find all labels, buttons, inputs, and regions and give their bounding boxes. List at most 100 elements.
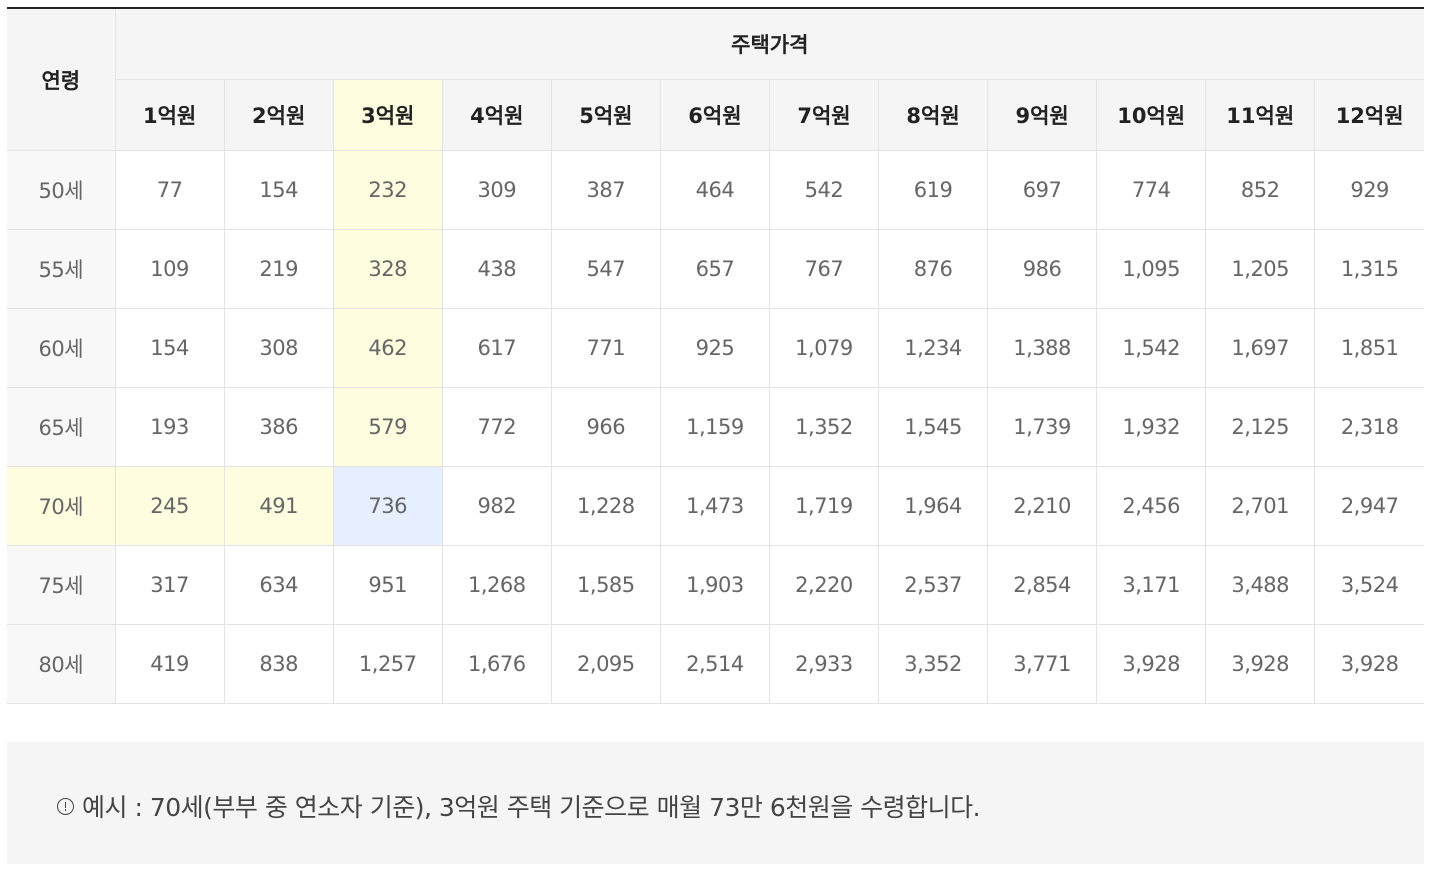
pension-value-cell: 419: [115, 624, 225, 704]
pension-value-cell: 2,220: [769, 545, 880, 625]
pension-value-cell: 634: [224, 545, 334, 625]
pension-value-cell: 308: [224, 308, 334, 388]
pension-value-cell: 767: [769, 229, 880, 309]
pension-value-cell: 386: [224, 387, 334, 467]
price-header-cell: 11억원: [1205, 79, 1316, 151]
pension-value-cell: 876: [878, 229, 989, 309]
pension-value-cell: 154: [115, 308, 225, 388]
pension-value-cell: 951: [333, 545, 443, 625]
pension-value-cell: 2,095: [551, 624, 661, 704]
pension-value-cell: 3,928: [1096, 624, 1207, 704]
table-row: 65세 193 386 579 772 966 1,159 1,352 1,545 1,739 1,…: [7, 387, 1424, 467]
pension-value-cell: 1,676: [442, 624, 552, 704]
price-header-cell: 1억원: [115, 79, 225, 151]
price-header-cell: 4억원: [442, 79, 552, 151]
pension-value-cell: 245: [115, 466, 225, 546]
pension-value-cell: 464: [660, 150, 770, 230]
price-header-cell: 12억원: [1314, 79, 1424, 151]
pension-value-cell: 2,318: [1314, 387, 1424, 467]
pension-value-cell: 1,542: [1096, 308, 1207, 388]
pension-value-cell: 1,473: [660, 466, 770, 546]
pension-value-cell: 774: [1096, 150, 1207, 230]
pension-value-cell: 2,854: [987, 545, 1098, 625]
pension-value-cell: 2,537: [878, 545, 989, 625]
pension-value-cell: 387: [551, 150, 661, 230]
pension-value-cell: 852: [1205, 150, 1316, 230]
pension-value-cell: 547: [551, 229, 661, 309]
pension-value-cell: 462: [333, 308, 443, 388]
pension-value-cell: 3,171: [1096, 545, 1207, 625]
pension-table-wrapper: 연령 주택가격 1억원 2억원 3억원 4억원 5억원 6억원 7억원 8억원 9억원 10억원 1…: [7, 7, 1424, 704]
pension-value-cell: 771: [551, 308, 661, 388]
age-cell: 70세: [7, 466, 116, 546]
pension-value-cell: 1,228: [551, 466, 661, 546]
pension-table: 연령 주택가격 1억원 2억원 3억원 4억원 5억원 6억원 7억원 8억원 9억원 10억원 1…: [7, 7, 1424, 704]
pension-value-cell: 2,701: [1205, 466, 1316, 546]
pension-value-cell: 3,928: [1314, 624, 1424, 704]
price-header-cell: 3억원: [333, 79, 443, 151]
pension-value-cell: 697: [987, 150, 1098, 230]
pension-value-cell: 1,697: [1205, 308, 1316, 388]
price-header-cell: 2억원: [224, 79, 334, 151]
pension-value-cell: 2,514: [660, 624, 770, 704]
price-header-cell: 6억원: [660, 79, 770, 151]
pension-value-cell: 929: [1314, 150, 1424, 230]
pension-value-cell: 3,928: [1205, 624, 1316, 704]
example-note: 예시 : 70세(부부 중 연소자 기준), 3억원 주택 기준으로 매월 73…: [57, 788, 981, 824]
pension-value-cell: 1,964: [878, 466, 989, 546]
pension-value-cell: 986: [987, 229, 1098, 309]
pension-value-cell: 925: [660, 308, 770, 388]
pension-value-cell: 328: [333, 229, 443, 309]
house-price-group-header: 주택가격: [115, 8, 1424, 80]
table-row: 60세 154 308 462 617 771 925 1,079 1,234 1,388 1,54…: [7, 308, 1424, 388]
pension-value-cell: 109: [115, 229, 225, 309]
pension-value-cell: 542: [769, 150, 880, 230]
pension-value-cell: 966: [551, 387, 661, 467]
pension-value-cell: 1,545: [878, 387, 989, 467]
pension-value-cell: 1,585: [551, 545, 661, 625]
table-row: 50세 77 154 232 309 387 464 542 619 697 774 852 929: [7, 150, 1424, 230]
table-row: 80세 419 838 1,257 1,676 2,095 2,514 2,933 3,352 3…: [7, 624, 1424, 704]
pension-value-cell: 1,932: [1096, 387, 1207, 467]
pension-value-cell: 1,095: [1096, 229, 1207, 309]
example-note-text: 예시 : 70세(부부 중 연소자 기준), 3억원 주택 기준으로 매월 73…: [82, 793, 981, 822]
pension-value-cell: 1,234: [878, 308, 989, 388]
pension-value-cell: 1,159: [660, 387, 770, 467]
price-header-cell: 9억원: [987, 79, 1098, 151]
pension-value-cell: 2,947: [1314, 466, 1424, 546]
pension-value-cell: 1,268: [442, 545, 552, 625]
header-row-group: 연령 주택가격: [7, 8, 1424, 151]
pension-value-cell: 617: [442, 308, 552, 388]
pension-value-cell: 491: [224, 466, 334, 546]
pension-value-cell: 1,079: [769, 308, 880, 388]
price-header-cell: 7억원: [769, 79, 880, 151]
pension-value-cell: 1,903: [660, 545, 770, 625]
pension-value-cell: 1,739: [987, 387, 1098, 467]
price-header-cell: 10억원: [1096, 79, 1207, 151]
age-cell: 75세: [7, 545, 116, 625]
price-header-row: 1억원 2억원 3억원 4억원 5억원 6억원 7억원 8억원 9억원 10억원 11억원 12억원: [7, 79, 1424, 151]
pension-value-cell: 1,851: [1314, 308, 1424, 388]
pension-value-cell: 1,388: [987, 308, 1098, 388]
pension-value-cell: 3,771: [987, 624, 1098, 704]
age-cell: 60세: [7, 308, 116, 388]
pension-value-cell: 3,488: [1205, 545, 1316, 625]
table-row: 75세 317 634 951 1,268 1,585 1,903 2,220 2,537 2,8…: [7, 545, 1424, 625]
age-cell: 55세: [7, 229, 116, 309]
pension-value-cell: 982: [442, 466, 552, 546]
pension-value-cell: 838: [224, 624, 334, 704]
age-cell: 65세: [7, 387, 116, 467]
pension-value-cell: 3,352: [878, 624, 989, 704]
price-header-cell: 5억원: [551, 79, 661, 151]
pension-value-cell: 77: [115, 150, 225, 230]
pension-value-cell: 1,352: [769, 387, 880, 467]
pension-value-cell: 193: [115, 387, 225, 467]
age-column-header: 연령: [7, 8, 116, 151]
pension-value-cell: 1,719: [769, 466, 880, 546]
age-cell: 80세: [7, 624, 116, 704]
pension-value-cell: 317: [115, 545, 225, 625]
table-row: 55세 109 219 328 438 547 657 767 876 986 1,095 1,205…: [7, 229, 1424, 309]
pension-value-cell: 736: [333, 466, 443, 546]
example-note-box: 예시 : 70세(부부 중 연소자 기준), 3억원 주택 기준으로 매월 73…: [7, 742, 1424, 864]
pension-value-cell: 438: [442, 229, 552, 309]
